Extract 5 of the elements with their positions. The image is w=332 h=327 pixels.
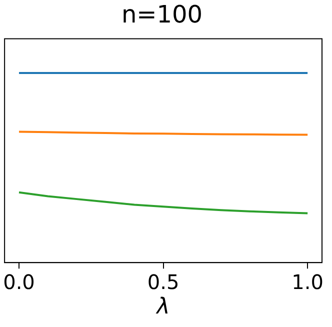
x-tick-label: 0.5 [147, 270, 180, 294]
x-tick-label: 0.0 [3, 270, 35, 294]
x-axis-title: λ [156, 294, 170, 320]
chart-title: n=100 [121, 0, 203, 29]
x-tick-label: 1.0 [292, 270, 324, 294]
